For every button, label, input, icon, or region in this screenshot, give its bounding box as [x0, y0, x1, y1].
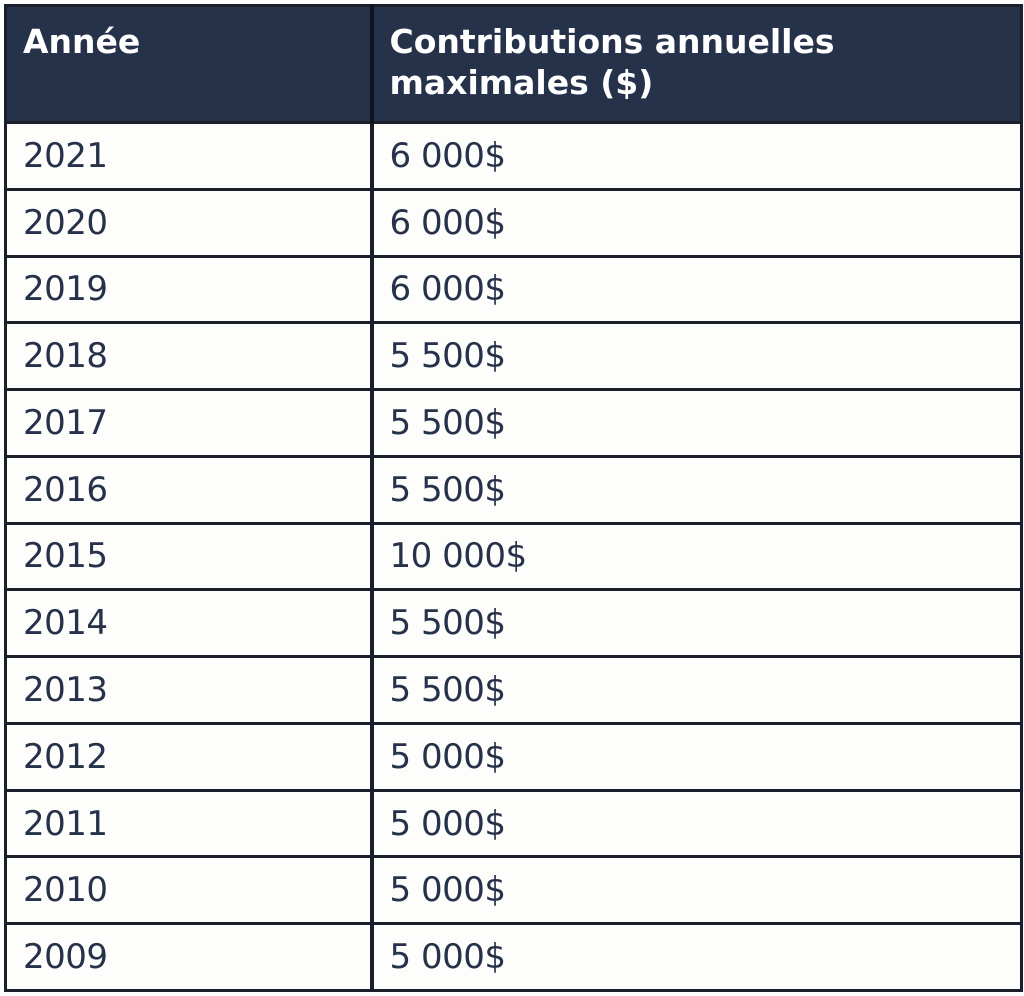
cell-amount: 6 000$: [369, 254, 1023, 325]
header-amount: Contributions annuelles maximales ($): [369, 4, 1023, 124]
header-year: Année: [4, 4, 373, 124]
cell-amount: 5 000$: [369, 788, 1023, 859]
header-row: Année Contributions annuelles maximales …: [4, 4, 1023, 124]
cell-amount: 6 000$: [369, 187, 1023, 258]
table-row: 2017 5 500$: [4, 388, 1023, 458]
contributions-table: Année Contributions annuelles maximales …: [4, 4, 1023, 992]
cell-year: 2013: [4, 655, 373, 725]
cell-amount: 5 000$: [369, 922, 1023, 992]
cell-amount: 5 500$: [369, 655, 1023, 725]
table-row: 2013 5 500$: [4, 655, 1023, 725]
cell-amount: 5 500$: [369, 588, 1023, 659]
table-body: 2021 6 000$ 2020 6 000$ 2019 6 000$ 2018 5 500$…: [4, 121, 1023, 992]
cell-year: 2021: [4, 121, 373, 191]
table-row: 2012 5 000$: [4, 721, 1023, 792]
cell-year: 2014: [4, 588, 373, 659]
cell-year: 2016: [4, 454, 373, 525]
cell-amount: 10 000$: [369, 521, 1023, 592]
table-row: 2019 6 000$: [4, 254, 1023, 325]
cell-year: 2012: [4, 721, 373, 792]
table-row: 2018 5 500$: [4, 321, 1023, 392]
cell-year: 2010: [4, 855, 373, 926]
table-row: 2021 6 000$: [4, 121, 1023, 191]
cell-year: 2018: [4, 321, 373, 392]
cell-year: 2011: [4, 788, 373, 859]
cell-amount: 5 500$: [369, 321, 1023, 392]
table-row: 2015 10 000$: [4, 521, 1023, 592]
table-row: 2010 5 000$: [4, 855, 1023, 926]
table-row: 2014 5 500$: [4, 588, 1023, 659]
table-row: 2011 5 000$: [4, 788, 1023, 859]
table-row: 2020 6 000$: [4, 187, 1023, 258]
cell-amount: 6 000$: [369, 121, 1023, 191]
cell-year: 2017: [4, 388, 373, 458]
cell-amount: 5 500$: [369, 388, 1023, 458]
cell-year: 2009: [4, 922, 373, 992]
cell-year: 2019: [4, 254, 373, 325]
cell-year: 2015: [4, 521, 373, 592]
cell-year: 2020: [4, 187, 373, 258]
contributions-table-container: Année Contributions annuelles maximales …: [4, 4, 1023, 992]
cell-amount: 5 000$: [369, 855, 1023, 926]
table-row: 2009 5 000$: [4, 922, 1023, 992]
cell-amount: 5 500$: [369, 454, 1023, 525]
table-header: Année Contributions annuelles maximales …: [4, 4, 1023, 124]
table-row: 2016 5 500$: [4, 454, 1023, 525]
cell-amount: 5 000$: [369, 721, 1023, 792]
